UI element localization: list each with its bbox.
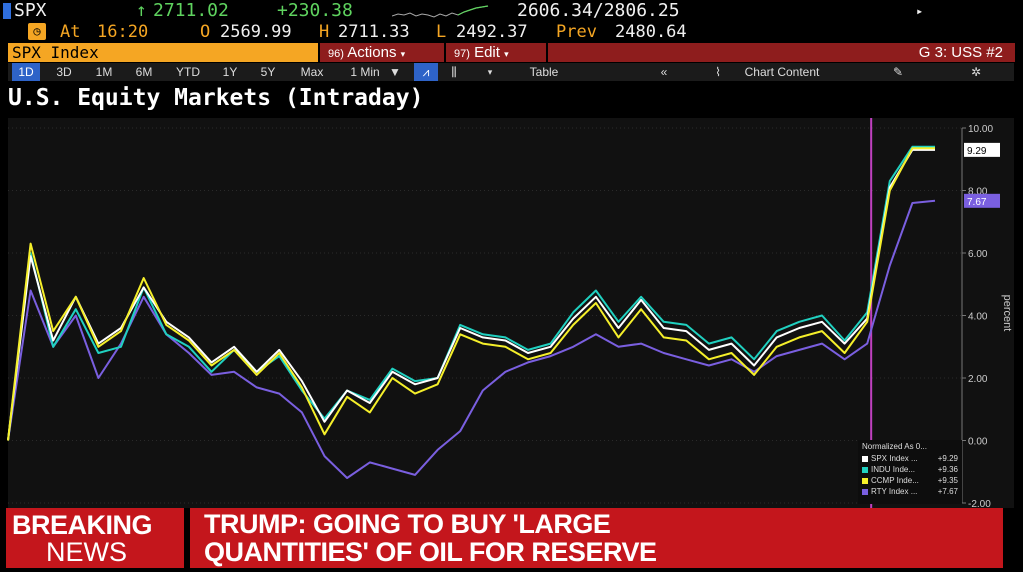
y-tick-label: 8.00 (968, 187, 988, 198)
edit-icon[interactable]: ✎ (892, 65, 904, 79)
launchpad-id: G 3: USS #2 (548, 43, 1015, 62)
legend-series-name: SPX Index ... (871, 454, 918, 463)
period-1y[interactable]: 1Y (222, 65, 238, 79)
high-label: H (319, 22, 330, 42)
dropdown-icon: ▾ (400, 49, 406, 59)
y-tick-label: 4.00 (968, 312, 988, 323)
breaking-news-label: BREAKING NEWS (6, 508, 184, 568)
legend-item-rty[interactable]: RTY Index ... +7.67 (858, 486, 962, 497)
prev-value: 2480.64 (615, 22, 687, 42)
headline-line-2: QUANTITIES' OF OIL FOR RESERVE (204, 537, 657, 567)
legend-series-name: RTY Index ... (871, 487, 918, 496)
chart-content-button[interactable]: Chart Content (744, 65, 820, 79)
series-line-indu[interactable] (7, 145, 935, 441)
y-tick-label: 0.00 (968, 437, 988, 448)
line-chart-icon[interactable]: ⩘ (414, 63, 438, 81)
legend-series-name: CCMP Inde... (871, 476, 919, 485)
chart-toolbar (8, 63, 1014, 81)
open-label: O (200, 22, 211, 42)
breaking-headline-box: TRUMP: GOING TO BUY 'LARGE QUANTITIES' O… (190, 508, 1003, 568)
chart-type-dropdown-icon[interactable]: ▾ (487, 67, 493, 77)
prev-label: Prev (556, 22, 597, 42)
high-value: 2711.33 (338, 22, 410, 42)
actions-menu[interactable]: 96) Actions ▾ (320, 43, 444, 62)
legend-series-value: +9.36 (937, 465, 958, 474)
page-title: U.S. Equity Markets (Intraday) (8, 85, 424, 111)
legend-swatch (862, 466, 868, 473)
quote-time: 16:20 (97, 22, 149, 42)
legend-series-value: +9.35 (937, 476, 958, 485)
axis-tag-label-spx: 9.29 (967, 146, 987, 157)
period-max[interactable]: Max (300, 65, 324, 79)
legend-item-indu[interactable]: INDU Inde... +9.36 (858, 464, 962, 475)
y-tick-label: -2.00 (968, 499, 991, 508)
period-ytd[interactable]: YTD (176, 65, 200, 79)
cursor-icon: ▸ (916, 4, 924, 18)
up-arrow-icon: ↑ (136, 0, 147, 21)
legend[interactable]: Normalized As 0... SPX Index ... +9.29 IND… (858, 440, 962, 504)
clock-icon: ◷ (28, 23, 46, 40)
low-value: 2492.37 (456, 22, 528, 42)
legend-series-value: +7.67 (937, 487, 958, 496)
last-price: 2711.02 (153, 0, 229, 21)
table-button[interactable]: Table (529, 65, 559, 79)
collapse-icon[interactable]: « (660, 65, 668, 79)
legend-item-ccmp[interactable]: CCMP Inde... +9.35 (858, 475, 962, 486)
chart-area (8, 118, 1014, 508)
open-value: 2569.99 (220, 22, 292, 42)
sparkline (392, 5, 489, 18)
period-5y[interactable]: 5Y (260, 65, 276, 79)
quote-row (0, 0, 1023, 22)
y-tick-label: 2.00 (968, 374, 988, 385)
actions-number: 96) (328, 48, 344, 60)
bar-chart-icon[interactable]: ⫼ (451, 65, 457, 79)
period-6m[interactable]: 6M (135, 65, 153, 79)
legend-swatch (862, 488, 868, 495)
axis-tag-rty (964, 193, 1000, 208)
interval-select[interactable]: 1 Min (350, 65, 380, 79)
y-tick-label: 6.00 (968, 249, 988, 260)
legend-item-spx[interactable]: SPX Index ... +9.29 (858, 453, 962, 464)
at-label: At (60, 22, 81, 42)
settings-gear-icon[interactable]: ✲ (970, 65, 982, 79)
legend-title: Normalized As 0... (862, 442, 927, 451)
news-label: NEWS (46, 537, 127, 567)
edit-label: Edit (474, 44, 500, 61)
interval-dropdown-icon[interactable]: ▼ (389, 65, 401, 79)
net-change: +230.38 (277, 0, 353, 21)
security-marker (3, 3, 11, 19)
ticker[interactable]: SPX (14, 0, 47, 21)
legend-series-name: INDU Inde... (871, 465, 916, 474)
day-range: 2606.34/2806.25 (517, 0, 680, 21)
period-1d[interactable]: 1D (12, 63, 40, 81)
axis-tag-label-rty: 7.67 (967, 197, 987, 208)
actions-label: Actions (347, 44, 397, 61)
axis-tag-spx (964, 142, 1000, 157)
period-3d[interactable]: 3D (56, 65, 72, 79)
period-1m[interactable]: 1M (95, 65, 113, 79)
legend-series-value: +9.29 (937, 454, 958, 463)
edit-number: 97) (454, 48, 470, 60)
headline-line-1: TRUMP: GOING TO BUY 'LARGE (204, 509, 611, 539)
y-axis-label: percent (1001, 295, 1013, 332)
security-field[interactable]: SPX Index (8, 43, 318, 62)
breaking-label: BREAKING (12, 510, 153, 540)
dropdown-icon: ▾ (504, 49, 509, 59)
chart-content-icon: ⌇ (715, 65, 721, 79)
series-line-ccmp[interactable] (7, 147, 935, 441)
y-tick-label: 10.00 (968, 124, 993, 135)
low-label: L (436, 22, 447, 42)
edit-menu[interactable]: 97) Edit ▾ (446, 43, 546, 62)
legend-swatch (862, 455, 868, 462)
legend-swatch (862, 477, 868, 484)
